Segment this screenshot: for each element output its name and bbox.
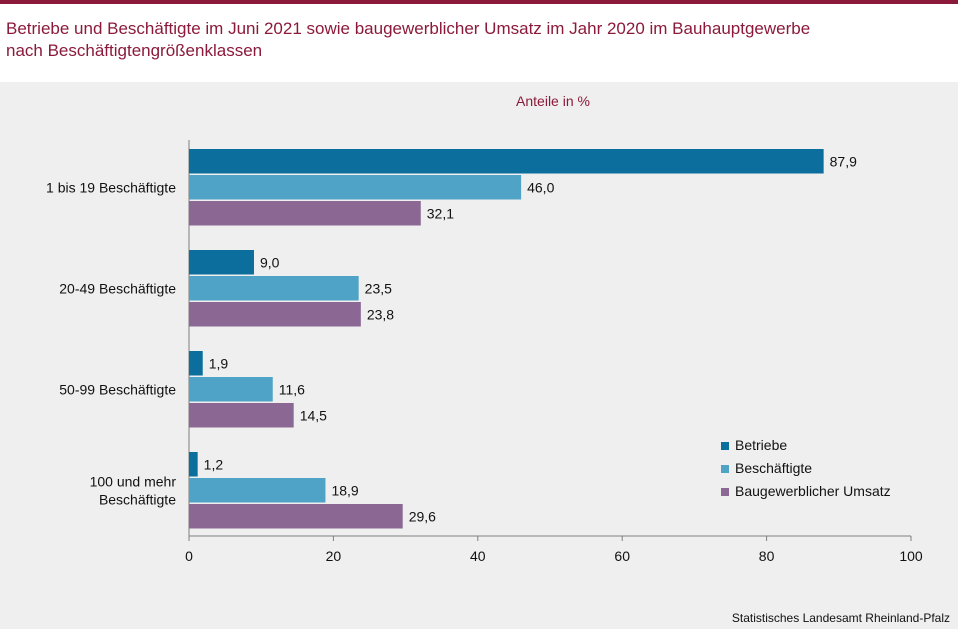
x-tick-label: 60: [614, 548, 630, 564]
bar-betriebe: [189, 250, 254, 275]
x-tick-label: 40: [470, 548, 486, 564]
bar-beschaeftigte: [189, 478, 326, 503]
chart-title-line-2: nach Beschäftigtengrößenklassen: [6, 41, 263, 60]
legend-swatch: [721, 442, 729, 450]
chart-title: Betriebe und Beschäftigte im Juni 2021 s…: [6, 18, 946, 62]
data-label: 1,9: [209, 355, 229, 371]
chart-subtitle: Anteile in %: [516, 93, 590, 109]
legend-swatch: [721, 465, 729, 473]
legend-label: Betriebe: [735, 437, 787, 453]
chart-title-line-1: Betriebe und Beschäftigte im Juni 2021 s…: [6, 19, 811, 38]
data-label: 87,9: [830, 153, 857, 169]
bar-betriebe: [189, 149, 824, 174]
category-label: Beschäftigte: [99, 491, 176, 507]
bar-umsatz: [189, 403, 294, 428]
category-label: 20-49 Beschäftigte: [59, 280, 176, 296]
legend-label: Baugewerblicher Umsatz: [735, 483, 891, 499]
category-label: 1 bis 19 Beschäftigte: [46, 179, 176, 195]
bar-umsatz: [189, 201, 421, 226]
bar-beschaeftigte: [189, 175, 522, 200]
data-label: 32,1: [427, 205, 454, 221]
data-label: 9,0: [260, 254, 280, 270]
bar-umsatz: [189, 302, 361, 327]
x-tick-label: 80: [759, 548, 775, 564]
bar-beschaeftigte: [189, 276, 359, 301]
header: Betriebe und Beschäftigte im Juni 2021 s…: [0, 4, 958, 75]
category-label: 50-99 Beschäftigte: [59, 381, 176, 397]
data-label: 23,8: [367, 306, 394, 322]
data-label: 23,5: [365, 280, 392, 296]
x-tick-label: 20: [326, 548, 342, 564]
legend-swatch: [721, 488, 729, 496]
data-label: 29,6: [409, 508, 436, 524]
data-label: 14,5: [300, 407, 327, 423]
top-rule: [0, 0, 958, 4]
bar-betriebe: [189, 351, 203, 376]
source-note: Statistisches Landesamt Rheinland-Pfalz: [731, 611, 950, 625]
category-label: 100 und mehr: [90, 473, 177, 489]
x-tick-label: 100: [899, 548, 923, 564]
x-tick-label: 0: [185, 548, 193, 564]
data-label: 11,6: [279, 381, 305, 397]
legend-label: Beschäftigte: [735, 460, 812, 476]
bar-beschaeftigte: [189, 377, 273, 402]
data-label: 46,0: [527, 179, 554, 195]
bar-betriebe: [189, 452, 198, 477]
data-label: 18,9: [331, 482, 358, 498]
bar-umsatz: [189, 504, 403, 529]
data-label: 1,2: [204, 456, 224, 472]
